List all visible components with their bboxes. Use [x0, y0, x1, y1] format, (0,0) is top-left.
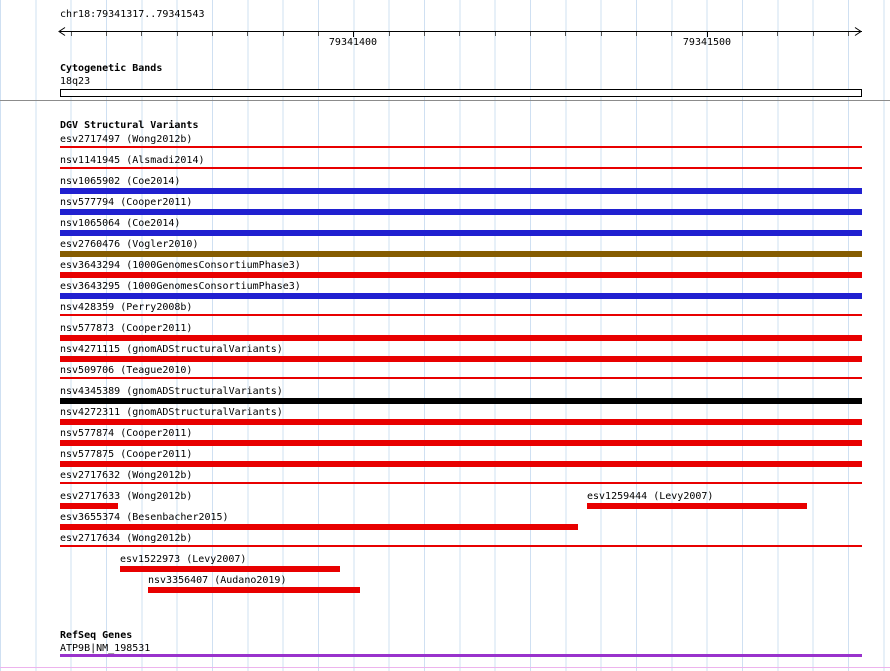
ruler-minor-tick	[530, 32, 531, 36]
variant-bar[interactable]	[60, 209, 862, 215]
variant-bar[interactable]	[587, 503, 807, 509]
variant-label[interactable]: nsv4272311 (gnomADStructuralVariants)	[60, 407, 283, 418]
variant-label[interactable]: esv2717632 (Wong2012b)	[60, 470, 193, 481]
variant-label[interactable]: esv2717633 (Wong2012b)	[60, 491, 193, 502]
ruler-minor-tick	[459, 32, 461, 36]
cytoband-label: 18q23	[60, 76, 91, 87]
refseq-gene-label[interactable]: ATP9B|NM_198531	[60, 643, 151, 654]
section-separator	[0, 100, 890, 101]
ruler-minor-tick	[494, 32, 496, 36]
variant-label[interactable]: esv2717497 (Wong2012b)	[60, 134, 193, 145]
ruler-line	[60, 31, 862, 32]
variant-label[interactable]: nsv4271115 (gnomADStructuralVariants)	[60, 344, 283, 355]
ruler-minor-tick	[282, 32, 284, 36]
variant-bar[interactable]	[60, 356, 862, 362]
variant-bar[interactable]	[60, 524, 578, 530]
variant-bar[interactable]	[60, 545, 862, 547]
ruler-major-tick	[353, 32, 354, 37]
variant-bar[interactable]	[60, 146, 862, 148]
variant-bar[interactable]	[148, 587, 360, 593]
refseq-track-title: RefSeq Genes	[60, 630, 133, 641]
variant-bar[interactable]	[60, 167, 862, 169]
variant-label[interactable]: nsv1065902 (Coe2014)	[60, 176, 181, 187]
variant-label[interactable]: nsv577873 (Cooper2011)	[60, 323, 193, 334]
variant-bar[interactable]	[60, 335, 862, 341]
ruler-minor-tick	[636, 32, 637, 36]
variant-label[interactable]: esv1522973 (Levy2007)	[120, 554, 247, 565]
ruler-minor-tick	[812, 32, 814, 36]
dgv-variants-track: esv2717497 (Wong2012b) nsv1141945 (Alsmad…	[60, 134, 862, 593]
variant-bar[interactable]	[60, 377, 862, 379]
ruler-minor-tick	[742, 32, 743, 36]
ruler-minor-tick	[318, 32, 319, 36]
variant-bar[interactable]	[60, 419, 862, 425]
variant-label[interactable]: nsv577794 (Cooper2011)	[60, 197, 193, 208]
ruler-minor-tick	[141, 32, 143, 36]
ruler-minor-tick	[70, 32, 72, 36]
ruler-ticks: 79341400 79341500	[0, 0, 890, 50]
variant-bar[interactable]	[60, 188, 862, 194]
ruler-minor-tick	[176, 32, 178, 36]
variant-label[interactable]: nsv1065064 (Coe2014)	[60, 218, 181, 229]
ruler-minor-tick	[106, 32, 107, 36]
variant-bar[interactable]	[60, 314, 862, 316]
variant-bar[interactable]	[60, 251, 862, 257]
variant-label[interactable]: esv1259444 (Levy2007)	[587, 491, 714, 502]
variant-bar[interactable]	[60, 293, 862, 299]
dgv-track-title: DGV Structural Variants	[60, 120, 199, 131]
ruler-minor-tick	[671, 32, 673, 36]
variant-label[interactable]: esv2717634 (Wong2012b)	[60, 533, 193, 544]
ruler-tick-label: 79341500	[682, 37, 732, 48]
cytobands-track-title: Cytogenetic Bands	[60, 63, 163, 74]
cytoband-bar[interactable]	[60, 89, 862, 97]
panel-bottom-line	[0, 667, 890, 668]
variant-label[interactable]: nsv428359 (Perry2008b)	[60, 302, 193, 313]
variant-bar[interactable]	[120, 566, 340, 572]
variant-bar[interactable]	[60, 440, 862, 446]
variant-label[interactable]: esv2760476 (Vogler2010)	[60, 239, 199, 250]
ruler-minor-tick	[247, 32, 249, 36]
ruler-minor-tick	[777, 32, 779, 36]
ruler-minor-tick	[424, 32, 425, 36]
variant-bar[interactable]	[60, 482, 862, 484]
variant-label[interactable]: esv3655374 (Besenbacher2015)	[60, 512, 229, 523]
ruler-major-tick	[707, 32, 708, 37]
variant-label[interactable]: nsv577874 (Cooper2011)	[60, 428, 193, 439]
ruler-minor-tick	[388, 32, 390, 36]
variant-bar[interactable]	[60, 272, 862, 278]
variant-bar[interactable]	[60, 503, 118, 509]
variant-label[interactable]: nsv4345389 (gnomADStructuralVariants)	[60, 386, 283, 397]
refseq-gene-bar[interactable]	[60, 654, 862, 657]
ruler: 79341400 79341500	[0, 0, 890, 50]
variant-label[interactable]: nsv3356407 (Audano2019)	[148, 575, 287, 586]
region-coordinates: chr18:79341317..79341543	[60, 9, 205, 20]
variant-label[interactable]: esv3643295 (1000GenomesConsortiumPhase3)	[60, 281, 301, 292]
ruler-left-arrow-icon[interactable]	[56, 26, 67, 37]
variant-label[interactable]: nsv577875 (Cooper2011)	[60, 449, 193, 460]
variant-bar[interactable]	[60, 398, 862, 404]
variant-bar[interactable]	[60, 461, 862, 467]
ruler-tick-label: 79341400	[328, 37, 378, 48]
variant-label[interactable]: nsv1141945 (Alsmadi2014)	[60, 155, 205, 166]
variant-bar[interactable]	[60, 230, 862, 236]
variant-label[interactable]: nsv509706 (Teague2010)	[60, 365, 193, 376]
ruler-minor-tick	[565, 32, 567, 36]
ruler-minor-tick	[848, 32, 849, 36]
ruler-right-arrow-icon[interactable]	[853, 26, 864, 37]
ruler-minor-tick	[212, 32, 213, 36]
ruler-minor-tick	[600, 32, 602, 36]
variant-label[interactable]: esv3643294 (1000GenomesConsortiumPhase3)	[60, 260, 301, 271]
